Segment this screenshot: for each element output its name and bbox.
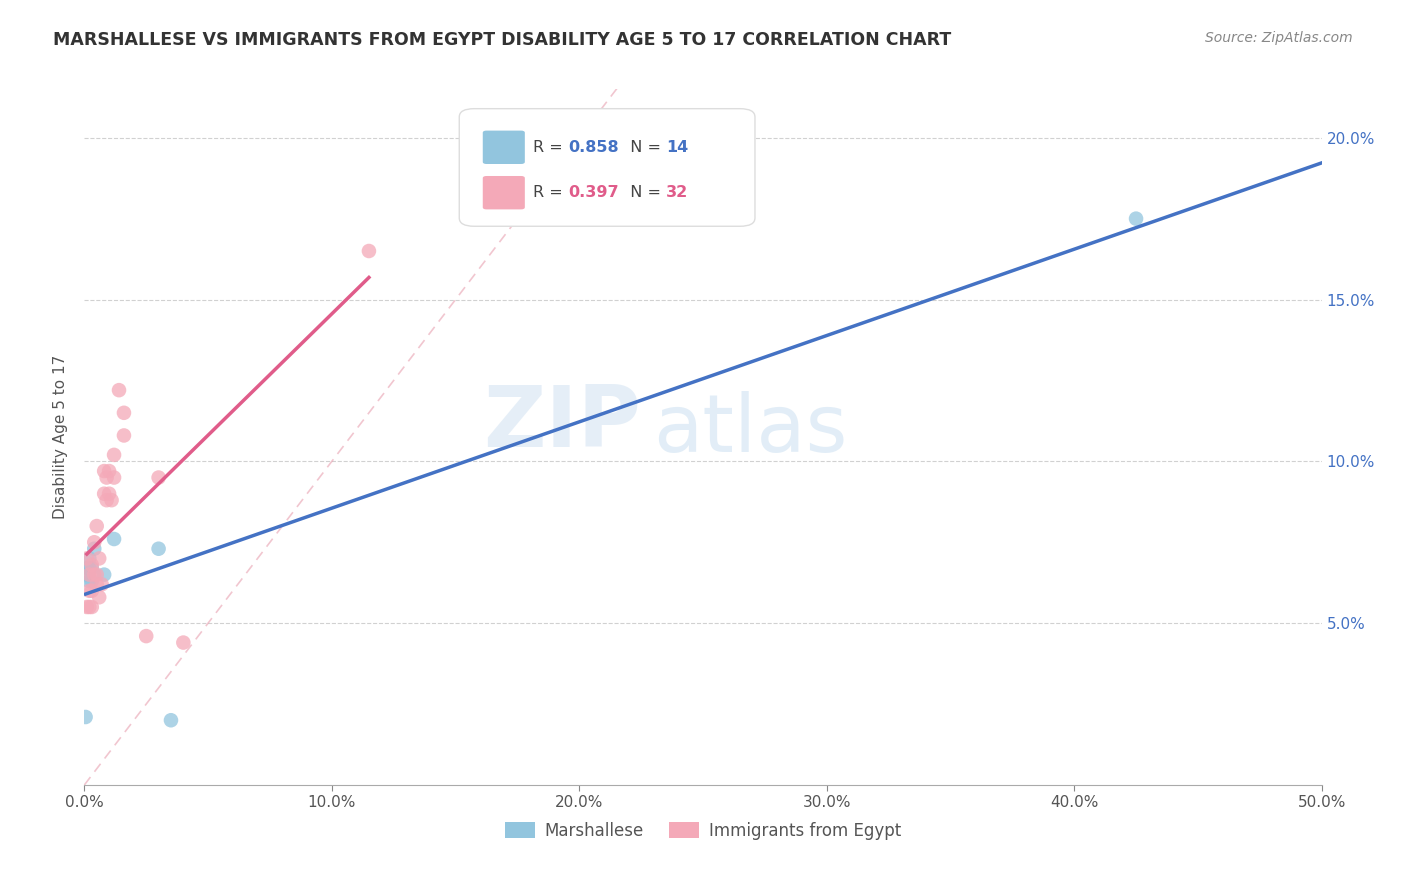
Point [1125, 211, 1147, 226]
Text: 0.397: 0.397 [568, 186, 619, 200]
Point [80, 574, 103, 588]
Point [100, 493, 122, 508]
FancyBboxPatch shape [482, 130, 524, 164]
Point [79, 551, 101, 566]
Point [160, 713, 183, 727]
Point [98, 486, 121, 500]
Text: Source: ZipAtlas.com: Source: ZipAtlas.com [1205, 31, 1353, 45]
Text: 32: 32 [666, 186, 688, 200]
Text: 14: 14 [666, 140, 688, 155]
Point [80, 561, 103, 575]
Point [135, 629, 157, 643]
Point [89, 551, 111, 566]
Point [86, 567, 108, 582]
Point [112, 428, 135, 442]
Text: ZIP: ZIP [484, 382, 641, 465]
Point [108, 383, 131, 397]
FancyBboxPatch shape [460, 109, 755, 227]
Point [93, 486, 115, 500]
Point [75, 710, 97, 724]
Point [90, 577, 112, 591]
Point [76, 567, 98, 582]
Point [172, 635, 194, 649]
Point [96, 470, 118, 484]
Text: 0.858: 0.858 [568, 140, 619, 155]
Text: R =: R = [533, 186, 568, 200]
Point [93, 567, 115, 582]
Point [103, 532, 125, 546]
Point [103, 448, 125, 462]
Point [80, 558, 103, 572]
Y-axis label: Disability Age 5 to 17: Disability Age 5 to 17 [52, 355, 67, 519]
Point [76, 551, 98, 566]
Text: N =: N = [620, 186, 666, 200]
Point [148, 470, 170, 484]
Point [148, 541, 170, 556]
Point [76, 599, 98, 614]
Text: MARSHALLESE VS IMMIGRANTS FROM EGYPT DISABILITY AGE 5 TO 17 CORRELATION CHART: MARSHALLESE VS IMMIGRANTS FROM EGYPT DIS… [53, 31, 952, 49]
Point [96, 493, 118, 508]
Point [83, 535, 105, 549]
Point [98, 464, 121, 478]
Point [89, 591, 111, 605]
Point [79, 567, 101, 582]
Text: atlas: atlas [654, 391, 848, 469]
Point [357, 244, 380, 258]
Point [112, 406, 135, 420]
FancyBboxPatch shape [482, 176, 524, 210]
Point [79, 599, 101, 614]
Point [93, 464, 115, 478]
Point [80, 583, 103, 598]
Text: N =: N = [620, 140, 666, 155]
Point [83, 567, 105, 582]
Point [80, 599, 103, 614]
Point [86, 519, 108, 533]
Legend: Marshallese, Immigrants from Egypt: Marshallese, Immigrants from Egypt [498, 815, 908, 847]
Text: R =: R = [533, 140, 568, 155]
Point [76, 561, 98, 575]
Point [79, 583, 101, 598]
Point [103, 470, 125, 484]
Point [79, 574, 101, 588]
Point [86, 577, 108, 591]
Point [79, 561, 101, 575]
Point [83, 541, 105, 556]
